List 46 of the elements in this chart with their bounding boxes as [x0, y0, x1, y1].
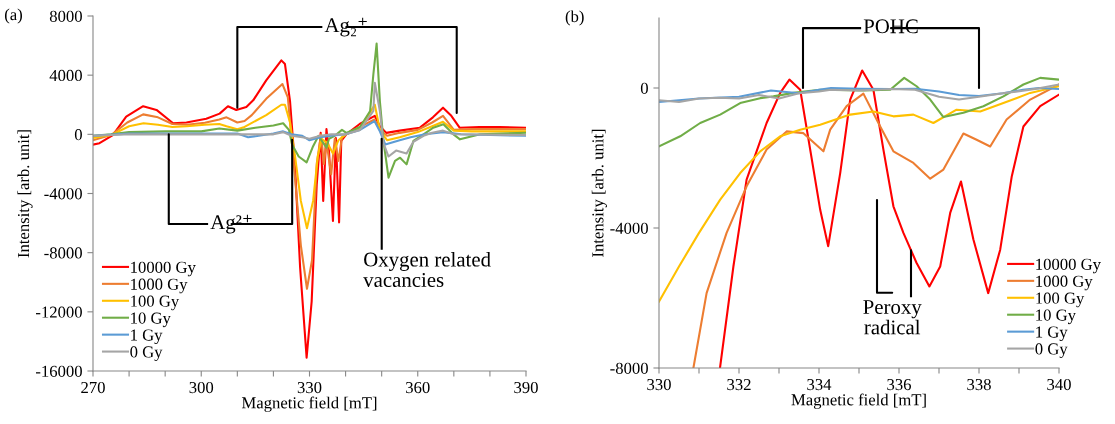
y-axis-title: Intensity [arb. unit]	[591, 129, 607, 257]
legend-label: 10000 Gy	[1036, 258, 1101, 274]
line-series	[93, 59, 526, 359]
y-tick-label: 0	[640, 82, 648, 94]
x-tick-label: 336	[887, 378, 911, 391]
x-tick-label: 330	[297, 381, 322, 394]
y-tick-label: -8000	[44, 247, 82, 259]
x-axis-title: Magnetic field [mT]	[791, 393, 926, 409]
x-tick-label: 332	[727, 378, 751, 391]
y-tick-label: -16000	[35, 365, 82, 377]
annotation: Peroxy radical	[863, 300, 922, 335]
chart-title: (b)	[565, 10, 584, 26]
legend-label: 1 Gy	[1036, 326, 1068, 342]
x-tick-label: 270	[81, 381, 105, 394]
y-tick-label: -4000	[610, 222, 648, 234]
line-series	[93, 42, 526, 179]
x-tick-label: 330	[647, 378, 671, 391]
legend-label: 10 Gy	[131, 312, 171, 328]
legend-label: 1 Gy	[131, 329, 163, 345]
legend-label: 100 Gy	[1036, 292, 1085, 308]
legend-label: 1000 Gy	[1036, 275, 1093, 291]
legend-label: 1000 Gy	[131, 278, 188, 294]
y-tick-label: 0	[74, 129, 82, 141]
annotation: Oxygen related vacancies	[363, 251, 491, 288]
y-axis-title: Intensity [arb. unit]	[17, 130, 33, 258]
y-tick-label: 8000	[49, 10, 82, 22]
legend-label: 0 Gy	[1035, 343, 1068, 358]
x-tick-label: 334	[807, 378, 832, 391]
x-axis-title: Magnetic field [mT]	[241, 396, 377, 412]
x-tick-label: 340	[1047, 378, 1071, 391]
annotation: Ag²⁺	[210, 214, 252, 234]
annotation: Ag₂⁺	[324, 17, 367, 37]
y-tick-label: -12000	[35, 306, 82, 318]
y-tick-label: -8000	[610, 362, 648, 374]
legend-label: 10000 Gy	[131, 261, 196, 277]
legend-label: 100 Gy	[131, 295, 180, 311]
y-tick-label: -4000	[44, 188, 82, 200]
legend-label: 10 Gy	[1036, 309, 1076, 325]
legend-label: 0 Gy	[130, 346, 163, 361]
x-tick-label: 338	[967, 378, 991, 391]
x-tick-label: 360	[406, 381, 430, 394]
chart-title: (a)	[4, 8, 22, 24]
x-tick-label: 300	[189, 381, 214, 394]
x-tick-label: 390	[514, 381, 538, 394]
line-series	[93, 81, 526, 158]
y-tick-label: 4000	[49, 69, 82, 82]
